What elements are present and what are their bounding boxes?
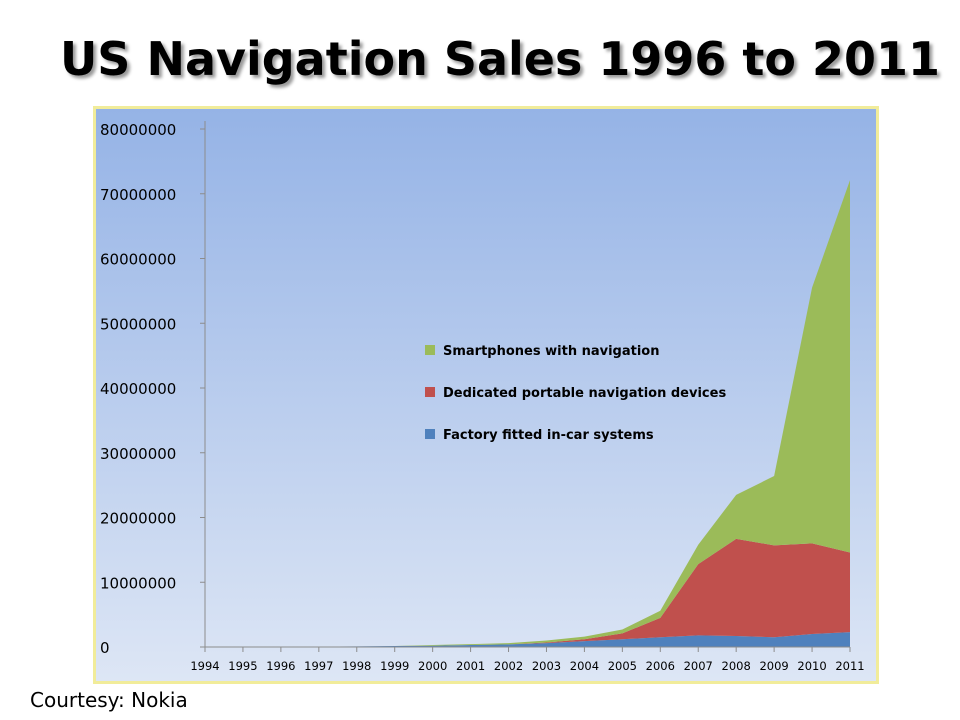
chart-frame: 0 10000000 20000000 30000000 40000000 5000000… <box>93 106 879 684</box>
slide-title: US Navigation Sales 1996 to 2011 <box>59 32 941 86</box>
area-dedicated-portable-navigation-devices <box>205 538 850 647</box>
x-tick-label: 2005 <box>608 659 637 673</box>
area-factory-fitted-in-car-systems <box>205 632 850 647</box>
legend-swatch-smartphones-with-navigation <box>425 345 435 355</box>
x-tick-label: 1994 <box>190 659 219 673</box>
x-tick-label: 2010 <box>797 659 826 673</box>
y-tick-label: 10000000 <box>100 574 176 592</box>
y-tick-label: 60000000 <box>100 251 176 269</box>
y-tick-label: 70000000 <box>100 186 176 204</box>
x-tick-label: 2000 <box>418 659 447 673</box>
x-tick-label: 2006 <box>646 659 675 673</box>
y-tick-label: 40000000 <box>100 380 176 398</box>
x-tick-label: 2011 <box>835 659 864 673</box>
legend-swatch-dedicated-portable-navigation-devices <box>425 387 435 397</box>
stacked-area-chart: 0 10000000 20000000 30000000 40000000 5000000… <box>96 109 876 681</box>
x-tick-label: 2009 <box>759 659 788 673</box>
credit-text: Courtesy: Nokia <box>30 688 188 712</box>
x-tick-label: 2008 <box>722 659 751 673</box>
x-tick-label: 1997 <box>304 659 333 673</box>
legend-label-smartphones-with-navigation: Smartphones with navigation <box>443 344 660 359</box>
y-tick-label: 50000000 <box>100 315 176 333</box>
y-tick-label: 80000000 <box>100 121 176 139</box>
x-tick-label: 2007 <box>684 659 713 673</box>
x-tick-label: 2003 <box>532 659 561 673</box>
legend-label-dedicated-portable-navigation-devices: Dedicated portable navigation devices <box>443 386 726 401</box>
x-tick-label: 2004 <box>570 659 599 673</box>
x-tick-label: 1995 <box>228 659 257 673</box>
x-tick-label: 1999 <box>380 659 409 673</box>
y-tick-label: 30000000 <box>100 445 176 463</box>
legend-swatch-factory-fitted-in-car-systems <box>425 429 435 439</box>
x-tick-label: 2002 <box>494 659 523 673</box>
legend-label-factory-fitted-in-car-systems: Factory fitted in-car systems <box>443 428 654 443</box>
x-tick-label: 1996 <box>266 659 295 673</box>
x-tick-label: 1998 <box>342 659 371 673</box>
x-tick-label: 2001 <box>456 659 485 673</box>
chart-legend: Smartphones with navigation Dedicated por… <box>425 344 726 443</box>
y-tick-label: 0 <box>100 639 110 657</box>
y-tick-label: 20000000 <box>100 510 176 528</box>
